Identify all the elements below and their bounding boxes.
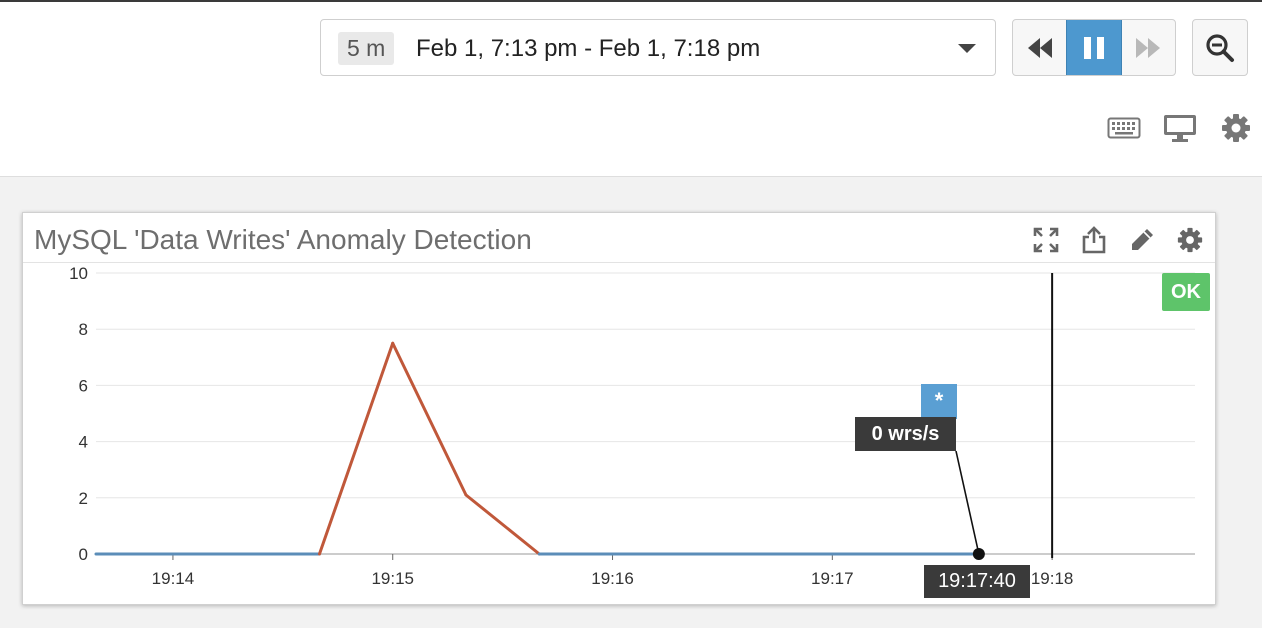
time-range-picker[interactable]: 5 m Feb 1, 7:13 pm - Feb 1, 7:18 pm	[320, 19, 996, 76]
hover-time-label: 19:17:40	[924, 565, 1030, 598]
pencil-icon[interactable]	[1127, 225, 1157, 255]
widget-header-divider	[23, 262, 1215, 263]
fast-forward-button[interactable]	[1122, 20, 1175, 75]
y-tick-label: 2	[79, 489, 88, 508]
gear-icon[interactable]	[1219, 111, 1253, 145]
x-tick-label: 19:14	[152, 569, 195, 588]
x-tick-label: 19:17	[811, 569, 854, 588]
expand-icon[interactable]	[1031, 225, 1061, 255]
y-tick-label: 4	[79, 433, 88, 452]
y-tick-label: 0	[79, 545, 88, 564]
pause-icon	[1083, 36, 1104, 59]
top-toolbar: 5 m Feb 1, 7:13 pm - Feb 1, 7:18 pm	[0, 0, 1262, 177]
rewind-icon	[1027, 37, 1052, 58]
playback-controls	[1012, 19, 1176, 76]
monitor-icon[interactable]	[1162, 111, 1198, 145]
zoom-out-icon	[1206, 33, 1234, 62]
event-marker-badge[interactable]: *	[921, 384, 957, 419]
hover-point	[972, 548, 985, 560]
hover-leader-line	[955, 450, 980, 555]
y-tick-label: 6	[79, 376, 88, 395]
keyboard-icon[interactable]	[1106, 111, 1142, 145]
chevron-down-icon[interactable]	[958, 44, 976, 53]
x-tick-label: 19:16	[591, 569, 634, 588]
series-line-segment	[464, 493, 541, 556]
status-badge: OK	[1162, 273, 1210, 311]
fast-forward-icon	[1136, 37, 1161, 58]
duration-pill[interactable]: 5 m	[338, 32, 395, 65]
x-tick-label: 19:18	[1031, 569, 1074, 588]
time-range-text: Feb 1, 7:13 pm - Feb 1, 7:18 pm	[416, 35, 761, 62]
widget-title: MySQL 'Data Writes' Anomaly Detection	[34, 224, 532, 255]
x-tick-label: 19:15	[371, 569, 414, 588]
series-line-segment	[391, 341, 468, 497]
anomaly-widget: MySQL 'Data Writes' Anomaly Detection	[22, 212, 1216, 605]
hover-value-label: 0 wrs/s	[855, 417, 956, 451]
widget-gear-icon[interactable]	[1175, 225, 1205, 255]
zoom-out-button[interactable]	[1192, 19, 1248, 76]
share-icon[interactable]	[1079, 225, 1109, 255]
rewind-button[interactable]	[1013, 20, 1066, 75]
series-line-segment	[317, 341, 395, 556]
y-tick-label: 10	[69, 264, 88, 283]
anomaly-chart: 0 2 4 6 8 10 19:14 19:15 19:16 19:17 19:18	[69, 264, 1195, 588]
y-tick-label: 8	[79, 320, 88, 339]
pause-button[interactable]	[1066, 20, 1122, 75]
